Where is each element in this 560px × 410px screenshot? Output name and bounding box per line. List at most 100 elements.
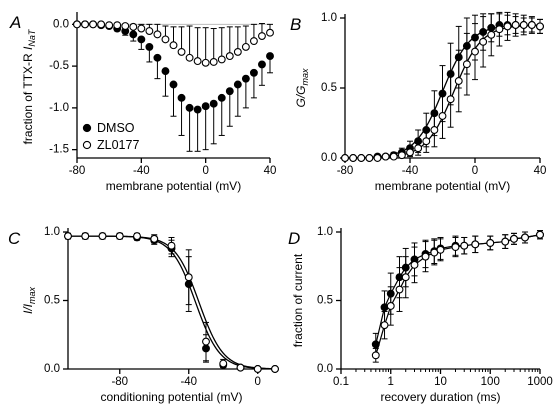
- data-point-zl0177: [414, 144, 423, 153]
- data-point-dmso: [153, 53, 162, 62]
- data-point-dmso: [193, 105, 202, 114]
- data-point-zl0177: [129, 22, 138, 31]
- data-point-dmso: [225, 87, 234, 96]
- data-point-zl0177: [145, 27, 154, 35]
- data-point-zl0177: [479, 37, 488, 46]
- legend-marker-zl0177: [82, 140, 92, 150]
- data-point-zl0177: [436, 245, 445, 254]
- x-tick-label: -40: [402, 165, 419, 177]
- y-axis-label-part: max: [27, 286, 37, 304]
- x-tick-label: 0.1: [333, 376, 349, 388]
- y-axis-label-part: fraction of TTX-R: [21, 50, 35, 144]
- data-point-zl0177: [137, 24, 146, 33]
- data-point-zl0177: [225, 52, 234, 61]
- legend-label-dmso: DMSO: [97, 121, 135, 135]
- data-point-zl0177: [253, 365, 262, 373]
- x-axis-label: membrane potential (mV): [106, 179, 241, 193]
- data-point-zl0177: [98, 232, 107, 241]
- y-axis-label: fraction of current: [291, 253, 305, 347]
- y-tick-label: 1.0: [317, 226, 333, 238]
- data-point-zl0177: [81, 20, 89, 29]
- x-axis-label: membrane potential (mV): [375, 179, 510, 193]
- x-tick-label: -80: [337, 165, 354, 177]
- panel-label: B: [290, 15, 301, 34]
- x-tick-label: 10: [434, 376, 447, 388]
- data-point-zl0177: [150, 234, 159, 243]
- data-point-zl0177: [373, 154, 382, 162]
- panel-label: C: [8, 229, 21, 248]
- data-point-zl0177: [169, 41, 178, 50]
- data-point-zl0177: [349, 154, 358, 162]
- x-tick-label: -80: [111, 376, 128, 388]
- data-point-dmso: [233, 80, 242, 89]
- data-point-zl0177: [236, 363, 245, 372]
- y-tick-label: -0.5: [49, 60, 69, 72]
- data-point-zl0177: [271, 365, 279, 373]
- data-point-zl0177: [209, 57, 218, 66]
- data-point-zl0177: [511, 21, 520, 29]
- y-tick-label: 0.5: [44, 295, 60, 307]
- y-tick-label: -1.5: [49, 144, 69, 156]
- data-point-zl0177: [462, 60, 471, 69]
- data-point-zl0177: [536, 230, 544, 239]
- data-point-zl0177: [380, 321, 389, 330]
- x-axis-label: recovery duration (ms): [380, 390, 500, 404]
- data-point-zl0177: [153, 30, 162, 39]
- data-point-zl0177: [495, 25, 504, 34]
- legend-label-zl0177: ZL0177: [97, 138, 139, 152]
- data-point-dmso: [380, 303, 389, 312]
- data-point-zl0177: [389, 152, 398, 161]
- data-point-zl0177: [471, 47, 479, 56]
- data-point-dmso: [161, 67, 170, 76]
- y-axis-label: fraction of TTX-R INaT: [21, 28, 37, 144]
- data-point-zl0177: [266, 28, 274, 37]
- data-point-dmso: [169, 80, 178, 89]
- data-point-zl0177: [451, 243, 460, 252]
- panel-label: D: [288, 229, 300, 248]
- data-point-zl0177: [64, 232, 72, 241]
- data-point-zl0177: [386, 302, 395, 310]
- x-tick-label: 1: [388, 376, 394, 388]
- data-point-zl0177: [446, 95, 455, 104]
- data-point-zl0177: [486, 239, 495, 247]
- y-tick-label: -1.0: [49, 102, 69, 114]
- data-point-dmso: [137, 35, 146, 44]
- data-point-zl0177: [503, 22, 512, 31]
- data-point-zl0177: [430, 126, 439, 134]
- x-tick-label: -40: [180, 376, 197, 388]
- data-point-zl0177: [521, 233, 529, 242]
- data-point-zl0177: [510, 234, 518, 243]
- data-point-zl0177: [438, 112, 447, 120]
- y-tick-label: 0.0: [317, 363, 333, 375]
- panel-a: A 0.0 -0.5 -1.0 -1.5-80 -40 0 40 membrane potent…: [9, 12, 276, 193]
- y-tick-label: 1.0: [321, 12, 337, 24]
- data-point-zl0177: [115, 232, 124, 241]
- data-point-zl0177: [406, 148, 414, 157]
- data-point-zl0177: [161, 35, 170, 44]
- data-point-zl0177: [133, 232, 141, 241]
- y-tick-label: 0.0: [321, 152, 337, 164]
- data-point-dmso: [145, 42, 154, 51]
- data-point-dmso: [209, 99, 218, 108]
- data-point-zl0177: [365, 154, 374, 162]
- data-point-zl0177: [105, 21, 114, 30]
- data-point-zl0177: [471, 240, 480, 249]
- data-point-zl0177: [527, 21, 536, 29]
- data-point-zl0177: [184, 273, 193, 282]
- x-tick-label: 100: [481, 376, 500, 388]
- panel-c: C 0.0 0.5 1.0 -80 -40 0 conditioning potential …: [8, 226, 279, 404]
- data-point-zl0177: [410, 260, 419, 269]
- data-point-zl0177: [371, 351, 380, 360]
- legend-marker-dmso: [82, 123, 92, 133]
- data-point-zl0177: [381, 152, 390, 161]
- data-point-zl0177: [395, 285, 404, 294]
- data-point-zl0177: [73, 20, 81, 29]
- x-tick-label: 40: [534, 165, 547, 177]
- data-point-zl0177: [454, 77, 463, 85]
- y-tick-label: 0.5: [317, 295, 333, 307]
- x-tick-label: 0: [255, 376, 261, 388]
- data-point-zl0177: [201, 58, 210, 67]
- y-axis-label-part: I/I: [21, 303, 35, 314]
- x-tick-label: 0: [472, 165, 478, 177]
- data-point-zl0177: [341, 154, 349, 162]
